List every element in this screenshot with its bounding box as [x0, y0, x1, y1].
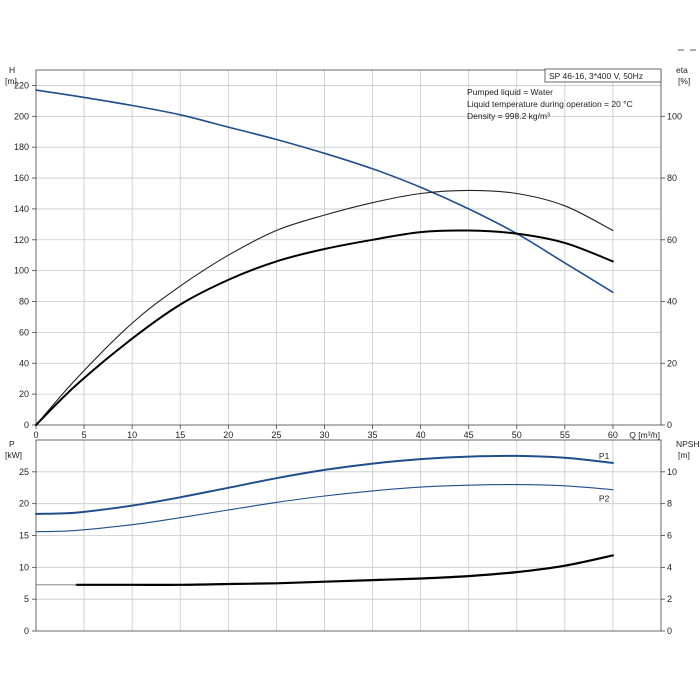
y-left-tick-label: 5: [24, 594, 29, 604]
info-line-2: Liquid temperature during operation = 20…: [467, 99, 633, 109]
y-left-tick-label: 15: [19, 531, 29, 541]
y-right-axis-unit: [%]: [678, 76, 690, 86]
series-line-eta-1: [35, 189, 614, 426]
y-left-tick-label: 160: [14, 173, 29, 183]
y-left-tick-label: 200: [14, 111, 29, 121]
y-left-tick-label: 20: [19, 389, 29, 399]
x-tick-label: 0: [33, 430, 38, 440]
x-tick-label: 15: [175, 430, 185, 440]
y-left-tick-label: 0: [24, 626, 29, 636]
x-axis-label: Q [m³/h]: [629, 430, 660, 440]
title-box-frame: [544, 68, 662, 83]
y-left-tick-label: 80: [19, 297, 29, 307]
series-label-p2: P2: [599, 494, 610, 504]
y-left-tick-label: 20: [19, 499, 29, 509]
head-efficiency-chart: 0204060801001201401601802002200204060801…: [5, 65, 690, 440]
y-right-tick-label: 2: [667, 594, 672, 604]
y-right-axis-symbol: eta: [676, 65, 688, 75]
info-line-3: Density = 998.2 kg/m³: [467, 111, 550, 121]
y-right-tick-label: 8: [667, 499, 672, 509]
x-tick-label: 30: [319, 430, 329, 440]
x-tick-label: 35: [368, 430, 378, 440]
x-tick-label: 5: [82, 430, 87, 440]
y-left-axis-symbol: H: [9, 65, 15, 75]
y-right-tick-label: 20: [667, 358, 677, 368]
y-right-tick-label: 10: [667, 467, 677, 477]
y-right-tick-label: 6: [667, 531, 672, 541]
x-tick-label: 45: [464, 430, 474, 440]
x-tick-label: 10: [127, 430, 137, 440]
y-left-tick-label: 40: [19, 358, 29, 368]
x-tick-label: 60: [608, 430, 618, 440]
y-left-tick-label: 180: [14, 142, 29, 152]
y-left-axis-symbol: P: [9, 439, 15, 449]
pump-info-box: SP 46-16, 3*400 V, 50Hz Pumped liquid = …: [467, 68, 662, 121]
y-right-axis-symbol: NPSH: [676, 439, 700, 449]
y-right-tick-label: 0: [667, 420, 672, 430]
y-right-axis-unit: [m]: [678, 450, 690, 460]
y-right-tick-label: 4: [667, 562, 672, 572]
y-left-axis-unit: [kW]: [5, 450, 22, 460]
series-line-eta-2: [35, 229, 614, 426]
series-line-p1: [35, 454, 614, 515]
y-left-tick-label: 10: [19, 562, 29, 572]
y-left-tick-label: 100: [14, 266, 29, 276]
y-left-tick-label: 25: [19, 467, 29, 477]
y-right-tick-label: 60: [667, 235, 677, 245]
y-left-tick-label: 60: [19, 327, 29, 337]
y-left-axis-unit: [m]: [5, 76, 17, 86]
series-label-p1: P1: [599, 451, 610, 461]
x-tick-label: 55: [560, 430, 570, 440]
y-right-tick-label: 0: [667, 626, 672, 636]
series-line-p2: [35, 484, 614, 533]
y-left-tick-label: 120: [14, 235, 29, 245]
x-tick-label: 20: [223, 430, 233, 440]
pump-title: SP 46-16, 3*400 V, 50Hz: [549, 71, 643, 81]
y-right-tick-label: 40: [667, 297, 677, 307]
series-line-npsh: [75, 554, 614, 586]
info-line-1: Pumped liquid = Water: [467, 87, 553, 97]
y-right-tick-label: 80: [667, 173, 677, 183]
x-tick-label: 25: [271, 430, 281, 440]
plot-frame: [35, 69, 662, 426]
y-right-tick-label: 100: [667, 111, 682, 121]
x-tick-label: 50: [512, 430, 522, 440]
y-left-tick-label: 140: [14, 204, 29, 214]
y-left-tick-label: 0: [24, 420, 29, 430]
power-npsh-chart: 0 5 10 15 20 25 0 2 4 6 8 10 P[kW] NPSH[m] P1 P2: [5, 439, 700, 636]
y-left-tick-label: 220: [14, 80, 29, 90]
x-tick-label: 40: [416, 430, 426, 440]
